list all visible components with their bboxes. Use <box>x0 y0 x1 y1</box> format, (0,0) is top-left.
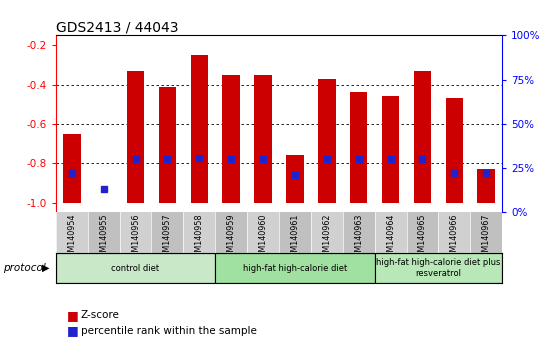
Bar <box>215 212 247 253</box>
Bar <box>478 169 495 202</box>
Bar <box>382 96 400 202</box>
Text: ■: ■ <box>67 309 79 321</box>
Text: GSM140966: GSM140966 <box>450 213 459 262</box>
Text: GSM140962: GSM140962 <box>323 213 331 262</box>
Bar <box>407 212 439 253</box>
Bar <box>286 155 304 202</box>
Text: high-fat high-calorie diet: high-fat high-calorie diet <box>243 264 347 273</box>
Bar <box>350 92 368 202</box>
Text: GSM140959: GSM140959 <box>227 213 235 262</box>
Bar <box>446 98 463 202</box>
Text: high-fat high-calorie diet plus
resveratrol: high-fat high-calorie diet plus resverat… <box>376 258 501 278</box>
Text: GSM140965: GSM140965 <box>418 213 427 262</box>
Bar <box>184 212 215 253</box>
Bar <box>223 75 240 202</box>
Bar <box>215 253 374 283</box>
Bar <box>279 212 311 253</box>
Text: control diet: control diet <box>112 264 160 273</box>
Text: percentile rank within the sample: percentile rank within the sample <box>81 326 257 336</box>
Text: GSM140960: GSM140960 <box>258 213 267 262</box>
Text: Z-score: Z-score <box>81 310 120 320</box>
Bar <box>63 134 80 202</box>
Bar <box>470 212 502 253</box>
Bar <box>413 71 431 202</box>
Bar <box>190 55 208 202</box>
Text: GSM140964: GSM140964 <box>386 213 395 262</box>
Bar <box>311 212 343 253</box>
Text: GSM140967: GSM140967 <box>482 213 490 262</box>
Text: ■: ■ <box>67 325 79 337</box>
Text: GSM140956: GSM140956 <box>131 213 140 262</box>
Bar <box>374 253 502 283</box>
Bar <box>254 75 272 202</box>
Bar <box>151 212 184 253</box>
Text: protocol: protocol <box>3 263 46 273</box>
Bar <box>374 212 407 253</box>
Bar <box>56 212 88 253</box>
Bar <box>158 86 176 202</box>
Bar <box>343 212 374 253</box>
Text: ▶: ▶ <box>42 263 49 273</box>
Text: GSM140954: GSM140954 <box>68 213 76 262</box>
Text: GDS2413 / 44043: GDS2413 / 44043 <box>56 20 179 34</box>
Bar <box>318 79 335 202</box>
Text: GSM140957: GSM140957 <box>163 213 172 262</box>
Bar <box>119 212 151 253</box>
Text: GSM140961: GSM140961 <box>291 213 300 262</box>
Bar <box>88 212 119 253</box>
Bar <box>127 71 145 202</box>
Bar <box>56 253 215 283</box>
Bar <box>439 212 470 253</box>
Text: GSM140963: GSM140963 <box>354 213 363 262</box>
Text: GSM140958: GSM140958 <box>195 213 204 262</box>
Bar <box>247 212 279 253</box>
Text: GSM140955: GSM140955 <box>99 213 108 262</box>
